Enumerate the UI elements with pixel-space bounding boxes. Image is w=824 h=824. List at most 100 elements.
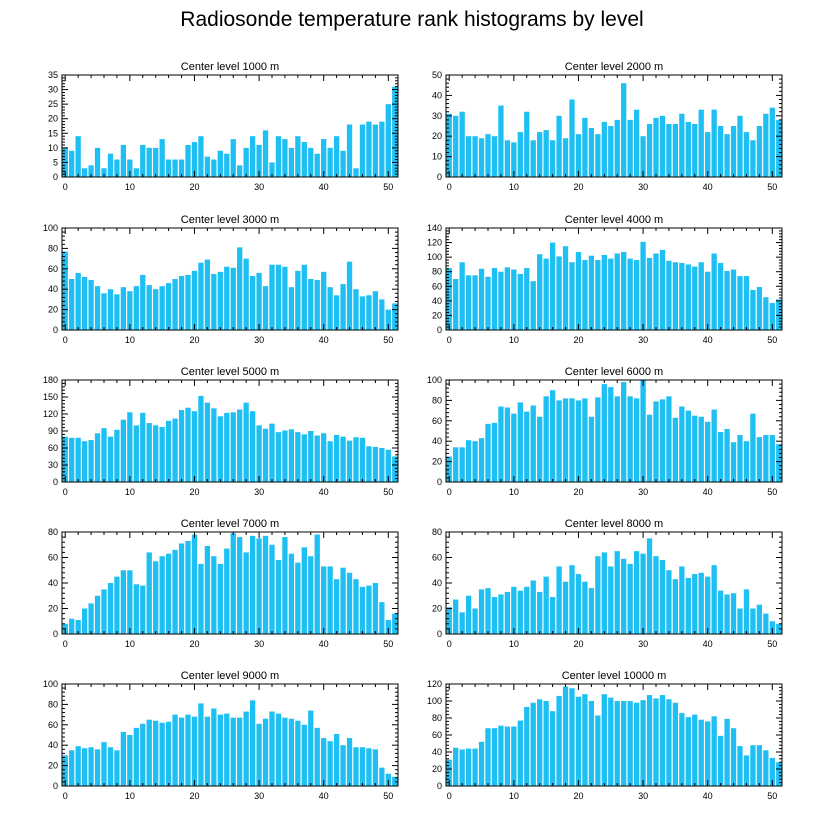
histogram-bar [653,556,659,634]
panel-5: Center level 5000 m 0 10 20 30 40 50 0 30 60 90 120… [43,366,399,497]
histogram-bar [530,140,536,177]
plot-frame [61,227,399,331]
histogram-bar [530,405,536,482]
histogram-bar [472,748,478,786]
panel-title: Center level 4000 m [565,214,663,226]
histogram-bar [472,608,478,634]
histogram-bar [711,253,717,330]
histogram-bar [556,566,562,634]
histogram-bar [756,604,763,634]
histogram-bar [453,115,459,177]
histogram-bar [178,543,185,634]
histogram-bar [511,269,517,330]
histogram-bar [491,422,498,482]
histogram-bar [249,700,256,786]
histogram-bar [366,446,372,482]
histogram-bar [524,268,530,330]
histogram-bar [127,570,133,634]
histogram-bar [575,134,582,177]
histogram-bar [75,619,81,634]
x-tick-label: 50 [767,182,777,192]
histogram-bar [81,276,88,330]
histogram-bar [243,552,249,634]
x-tick-label: 10 [125,335,135,345]
y-tick-label: 40 [48,284,58,294]
histogram-bar [133,584,139,634]
histogram-bar [243,711,249,786]
histogram-bar [321,566,327,634]
histogram-bar [446,759,452,786]
histogram-bar [750,608,756,634]
histogram-bar [204,716,211,786]
histogram-bar [101,742,107,786]
y-tick-label: 20 [48,114,58,124]
histogram-bar [517,590,523,634]
histogram-bar [69,618,75,634]
histogram-bar [327,287,333,330]
histogram-bar [517,132,523,177]
y-tick-label: 100 [427,252,442,262]
histogram-bar [243,258,249,330]
histogram-bar [288,287,295,330]
x-tick-label: 50 [383,487,393,497]
x-tick-label: 10 [509,639,519,649]
histogram-bar [75,136,81,177]
y-tick-label: 80 [432,267,442,277]
histogram-bar [582,694,588,786]
x-tick-label: 50 [767,639,777,649]
histogram-bar [530,281,536,330]
x-tick-label: 30 [638,335,648,345]
histogram-bar [465,136,472,177]
y-tick-label: 80 [48,699,58,709]
histogram-bar [314,153,320,177]
y-tick-label: 20 [432,764,442,774]
histogram-bar [288,147,295,177]
histogram-bar [224,412,230,482]
panel-title: Center level 6000 m [565,366,663,378]
histogram-bar [485,728,491,786]
histogram-bar [465,595,472,634]
histogram-bar [763,750,769,786]
panel-9: Center level 9000 m 0 10 20 30 40 50 0 20 40 60 80 1… [43,670,399,801]
histogram-bar [114,294,120,330]
histogram-bar [446,456,452,482]
histogram-bar [88,165,94,177]
histogram-bar [621,83,627,177]
histogram-bar [750,140,756,177]
histogram-bar [359,586,366,634]
histogram-bar [392,613,398,634]
histogram-bar [601,121,607,177]
histogram-bar [459,749,465,786]
histogram-bar [327,741,333,786]
x-tick-label: 30 [254,335,264,345]
histogram-bar [666,699,672,786]
histogram-bar [359,437,366,482]
histogram-bar [392,86,398,177]
histogram-bar [62,436,68,482]
histogram-bar [107,747,114,786]
histogram-bar [198,563,204,635]
histogram-bar [282,139,288,177]
histogram-bar [705,721,711,786]
histogram-bar [537,416,543,482]
histogram-bar [582,581,588,634]
histogram-bar [159,722,165,786]
histogram-bar [453,279,459,330]
histogram-bar [120,419,127,482]
histogram-bar [453,447,459,482]
x-tick-label: 30 [638,182,648,192]
histogram-bar [679,406,685,482]
histogram-bar [556,400,562,482]
histogram-bar [582,117,588,177]
histogram-bar [724,594,730,634]
y-tick-label: 40 [432,90,442,100]
histogram-bar [750,289,756,330]
y-tick-label: 0 [437,172,442,182]
x-tick-label: 20 [573,182,583,192]
histogram-bar [562,581,569,634]
histogram-bar [204,156,211,177]
x-tick-label: 40 [319,791,329,801]
histogram-bar [185,407,191,482]
histogram-bar [614,701,620,786]
histogram-bar [717,262,724,330]
